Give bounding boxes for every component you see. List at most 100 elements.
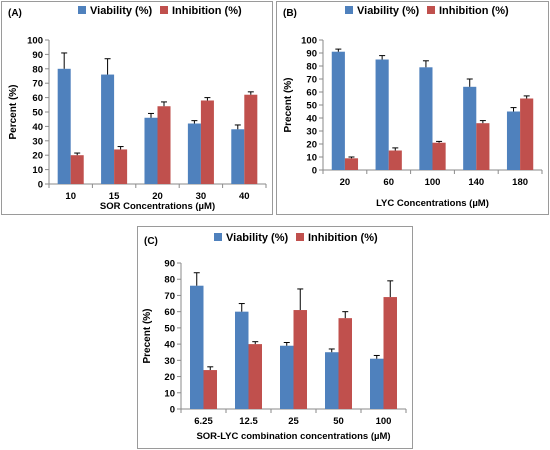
bar-viability <box>231 129 245 184</box>
bar-inhibition <box>476 123 490 170</box>
y-tick-label: 40 <box>32 122 43 133</box>
bar-inhibition <box>432 142 446 170</box>
bar-viability <box>506 111 521 170</box>
y-tick-label: 60 <box>306 88 317 99</box>
panel-c: (C) Viability (%) Inhibition (%) 0 10 20 30 40 5… <box>137 226 413 449</box>
bar-viability <box>235 311 249 409</box>
y-tick-label: 100 <box>27 36 43 47</box>
x-tick-label: 50 <box>333 416 344 427</box>
x-tick-label: 40 <box>239 191 250 202</box>
y-tick-label: 50 <box>306 101 317 112</box>
y-tick-label: 40 <box>306 114 317 125</box>
x-tick-label: 6.25 <box>194 416 213 427</box>
y-tick-label: 20 <box>306 140 317 151</box>
y-tick-label: 20 <box>164 372 175 383</box>
x-tick-label: 140 <box>468 177 484 188</box>
legend-label-inhibition: Inhibition (%) <box>439 5 509 17</box>
x-tick-label: 180 <box>512 177 528 188</box>
legend-label-inhibition: Inhibition (%) <box>308 232 378 244</box>
panel-a: (A) Viability (%) Inhibition (%) 0 10 20 30 40 5… <box>1 1 273 215</box>
bar-viability <box>101 74 115 184</box>
panel-label: (C) <box>144 236 158 247</box>
bar-inhibition <box>157 106 171 184</box>
y-tick-label: 70 <box>164 291 175 302</box>
bar-inhibition <box>383 297 397 409</box>
bar-viability <box>375 59 389 170</box>
bar-inhibition <box>70 155 84 184</box>
y-tick-label: 90 <box>306 49 317 60</box>
y-tick-label: 30 <box>32 136 43 147</box>
x-tick-label: 15 <box>109 191 120 202</box>
bar-viability <box>331 51 345 171</box>
legend-swatch-viability <box>214 233 222 241</box>
y-tick-label: 70 <box>306 75 317 86</box>
legend-swatch-inhibition <box>427 6 435 14</box>
bar-viability <box>370 358 384 409</box>
bar-viability <box>190 285 204 409</box>
x-tick-label: 100 <box>425 177 441 188</box>
bar-inhibition <box>200 100 214 184</box>
bar-inhibition <box>520 98 534 170</box>
y-tick-label: 10 <box>164 388 175 399</box>
bar-viability <box>325 352 339 409</box>
legend-swatch-inhibition <box>296 233 304 241</box>
x-axis-label: LYC Concentrations (µM) <box>376 198 489 209</box>
y-tick-label: 80 <box>306 62 317 73</box>
legend-swatch-inhibition <box>160 6 168 14</box>
x-tick-label: 10 <box>65 191 76 202</box>
x-tick-label: 20 <box>152 191 163 202</box>
y-tick-label: 50 <box>164 323 175 334</box>
bar-viability <box>57 68 71 184</box>
y-tick-label: 50 <box>32 108 43 119</box>
y-tick-label: 10 <box>32 165 43 176</box>
bar-viability <box>187 123 201 184</box>
y-tick-label: 10 <box>306 153 317 164</box>
x-tick-label: 60 <box>383 177 394 188</box>
y-tick-label: 30 <box>164 356 175 367</box>
bar-inhibition <box>344 158 359 170</box>
panel-label: (A) <box>8 8 22 19</box>
legend-label-inhibition: Inhibition (%) <box>172 5 242 17</box>
bar-inhibition <box>248 344 262 409</box>
x-tick-label: 25 <box>288 416 299 427</box>
legend-swatch-viability <box>78 6 86 14</box>
y-tick-label: 40 <box>164 340 175 351</box>
chart-a: (A) Viability (%) Inhibition (%) 0 10 20 30 40 5… <box>8 5 267 212</box>
bar-inhibition <box>203 370 217 409</box>
y-tick-label: 30 <box>306 127 317 138</box>
y-tick-label: 20 <box>32 151 43 162</box>
legend-label-viability: Viability (%) <box>90 5 152 17</box>
x-tick-label: 100 <box>376 416 392 427</box>
panel-b: (B) Viability (%) Inhibition (%) 0 10 20 30 40 5… <box>276 1 549 215</box>
panel-label: (B) <box>283 8 297 19</box>
y-tick-label: 60 <box>164 307 175 318</box>
x-axis-label: SOR-LYC combination concentrations (µM) <box>196 431 390 442</box>
y-axis-label: Precent (%) <box>142 308 153 363</box>
legend-label-viability: Viability (%) <box>357 5 419 17</box>
y-tick-label: 80 <box>32 64 43 75</box>
bar-inhibition <box>114 149 128 184</box>
y-axis-label: Percent (%) <box>8 84 19 139</box>
bar-inhibition <box>293 310 307 409</box>
x-axis-label: SOR Concentrations (µM) <box>100 201 215 212</box>
y-tick-label: 80 <box>164 275 175 286</box>
y-tick-label: 0 <box>312 166 317 177</box>
legend-label-viability: Viability (%) <box>226 232 288 244</box>
bar-viability <box>419 67 433 170</box>
x-tick-label: 12.5 <box>239 416 258 427</box>
y-tick-label: 100 <box>301 36 317 47</box>
x-tick-label: 20 <box>340 177 351 188</box>
bar-inhibition <box>338 318 352 409</box>
y-tick-label: 70 <box>32 79 43 90</box>
bar-viability <box>144 117 158 184</box>
y-tick-label: 60 <box>32 93 43 104</box>
legend-swatch-viability <box>345 6 353 14</box>
x-tick-label: 30 <box>196 191 207 202</box>
y-tick-label: 0 <box>38 180 43 191</box>
chart-b: (B) Viability (%) Inhibition (%) 0 10 20 30 40 5… <box>283 5 543 209</box>
y-tick-label: 90 <box>32 50 43 61</box>
bar-viability <box>463 86 477 170</box>
y-tick-label: 90 <box>164 259 175 270</box>
chart-c: (C) Viability (%) Inhibition (%) 0 10 20 30 40 5… <box>142 232 407 442</box>
bar-inhibition <box>388 150 402 170</box>
